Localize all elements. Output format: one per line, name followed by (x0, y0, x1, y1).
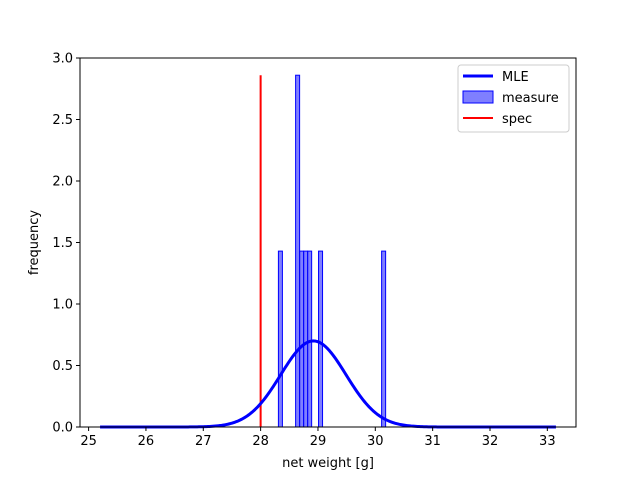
x-tick-label: 33 (539, 434, 556, 449)
y-tick-label: 0.5 (52, 359, 73, 374)
x-tick-label: 26 (138, 434, 155, 449)
histogram-bar (295, 74, 301, 428)
x-tick-label: 28 (252, 434, 269, 449)
histogram-bar (318, 250, 324, 428)
histogram-bar (277, 250, 283, 428)
x-tick-label: 31 (424, 434, 441, 449)
legend-label-spec: spec (502, 112, 532, 127)
histogram-bar (307, 250, 313, 428)
x-tick-label: 32 (482, 434, 499, 449)
y-tick-label: 2.0 (52, 175, 73, 190)
y-tick-label: 3.0 (52, 52, 73, 67)
y-axis-label: frequency (27, 210, 42, 276)
legend-label-mle: MLE (502, 70, 529, 85)
x-tick-label: 30 (367, 434, 384, 449)
histogram-bar (303, 250, 309, 428)
x-axis-label: net weight [g] (282, 456, 374, 471)
y-tick-label: 2.5 (52, 113, 73, 128)
x-tick-label: 25 (80, 434, 97, 449)
legend-box (457, 64, 570, 133)
x-tick-label: 27 (195, 434, 212, 449)
legend-label-measure: measure (502, 91, 559, 106)
y-tick-label: 0.0 (52, 421, 73, 436)
legend: MLE measure spec (457, 64, 570, 133)
y-tick-label: 1.5 (52, 236, 73, 251)
legend-swatch-measure (462, 90, 494, 104)
y-tick-label: 1.0 (52, 298, 73, 313)
histogram-bar (381, 250, 387, 428)
histogram-bar (299, 250, 305, 428)
x-tick-label: 29 (310, 434, 327, 449)
mle-curve (100, 339, 556, 429)
axes: 25 26 27 28 29 30 31 32 33 0.0 0.5 1.0 1.5 2.0 2.5 3.0 (52, 52, 555, 450)
